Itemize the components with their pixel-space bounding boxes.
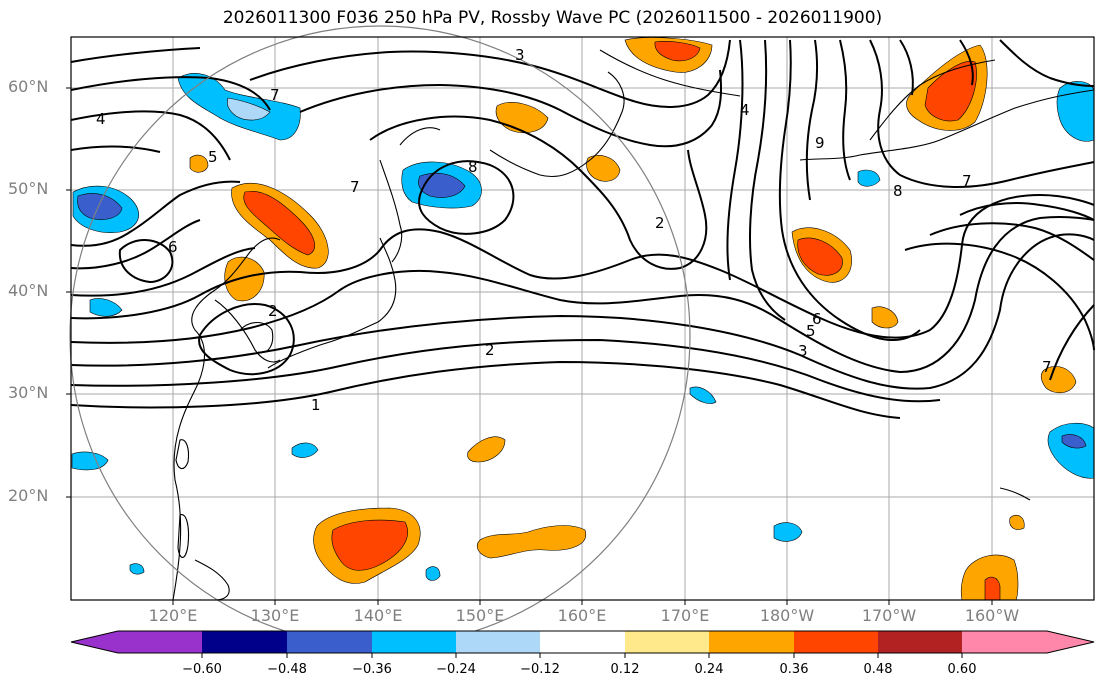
colorbar-segments bbox=[70, 630, 1095, 654]
colorbar-label: −0.36 bbox=[352, 662, 392, 677]
colorbar-extend-max bbox=[1047, 631, 1094, 653]
contour-label: 7 bbox=[270, 86, 280, 104]
colorbar-segment bbox=[625, 631, 709, 653]
colorbar-segment bbox=[878, 631, 962, 653]
lon-label-160w: 160°W bbox=[964, 606, 1020, 625]
negative-anomaly-shading bbox=[71, 73, 1095, 581]
colorbar-label: −0.48 bbox=[267, 662, 307, 677]
contour-label: 1 bbox=[311, 396, 321, 414]
coastlines bbox=[172, 49, 1095, 601]
axis-ticks bbox=[66, 87, 993, 605]
colorbar-label: 0.60 bbox=[947, 662, 977, 677]
colorbar-segment bbox=[202, 631, 287, 653]
lon-label-170w: 170°W bbox=[861, 606, 917, 625]
colorbar-segment bbox=[118, 631, 202, 653]
colorbar-label: −0.60 bbox=[182, 662, 222, 677]
contour-label: 5 bbox=[806, 322, 816, 340]
contour-label: 5 bbox=[208, 148, 218, 166]
figure-title: 2026011300 F036 250 hPa PV, Rossby Wave … bbox=[222, 8, 883, 28]
lon-label-180w: 180°W bbox=[759, 606, 815, 625]
contour-label-layer: 1 2 2 2 3 3 4 4 5 5 6 6 7 7 7 7 8 8 9 bbox=[96, 46, 1052, 414]
contour-label: 7 bbox=[350, 178, 360, 196]
colorbar bbox=[70, 630, 1095, 658]
colorbar-extend-min bbox=[71, 631, 118, 653]
contour-label: 8 bbox=[468, 158, 478, 176]
contour-label: 3 bbox=[798, 342, 808, 360]
contour-label: 7 bbox=[962, 172, 972, 190]
lon-label-160e: 160°E bbox=[557, 606, 607, 625]
contour-label: 2 bbox=[268, 302, 278, 320]
lon-label-150e: 150°E bbox=[455, 606, 505, 625]
contour-label: 4 bbox=[740, 101, 750, 119]
colorbar-label: 0.48 bbox=[863, 662, 893, 677]
lon-label-130e: 130°E bbox=[250, 606, 300, 625]
contour-label: 3 bbox=[515, 46, 525, 64]
lat-label-40n: 40°N bbox=[8, 281, 49, 300]
contour-label: 6 bbox=[812, 310, 822, 328]
colorbar-label: 0.36 bbox=[779, 662, 809, 677]
colorbar-outline bbox=[70, 630, 1095, 654]
contour-label: 7 bbox=[1042, 358, 1052, 376]
colorbar-segment bbox=[962, 631, 1047, 653]
colorbar-segment bbox=[709, 631, 794, 653]
colorbar-segment bbox=[540, 631, 625, 653]
colorbar-segment bbox=[794, 631, 878, 653]
colorbar-label: 0.12 bbox=[610, 662, 640, 677]
contour-label: 9 bbox=[815, 134, 825, 152]
lon-label-170e: 170°E bbox=[660, 606, 710, 625]
colorbar-ticks bbox=[201, 653, 963, 658]
lat-label-30n: 30°N bbox=[8, 383, 49, 402]
colorbar-label: 0.24 bbox=[694, 662, 724, 677]
colorbar-label: −0.24 bbox=[436, 662, 476, 677]
lat-label-60n: 60°N bbox=[8, 77, 49, 96]
lon-label-140e: 140°E bbox=[353, 606, 403, 625]
colorbar-segment bbox=[372, 631, 456, 653]
contour-label: 6 bbox=[168, 238, 178, 256]
colorbar-segment bbox=[456, 631, 540, 653]
contour-label: 2 bbox=[655, 214, 665, 232]
contour-label: 8 bbox=[893, 182, 903, 200]
lat-label-20n: 20°N bbox=[8, 486, 49, 505]
colorbar-label: −0.12 bbox=[520, 662, 560, 677]
lat-label-50n: 50°N bbox=[8, 179, 49, 198]
pv-contours bbox=[70, 39, 1095, 419]
colorbar-segment bbox=[287, 631, 372, 653]
lon-label-120e: 120°E bbox=[148, 606, 198, 625]
contour-label: 4 bbox=[96, 110, 106, 128]
contour-label: 2 bbox=[485, 341, 495, 359]
